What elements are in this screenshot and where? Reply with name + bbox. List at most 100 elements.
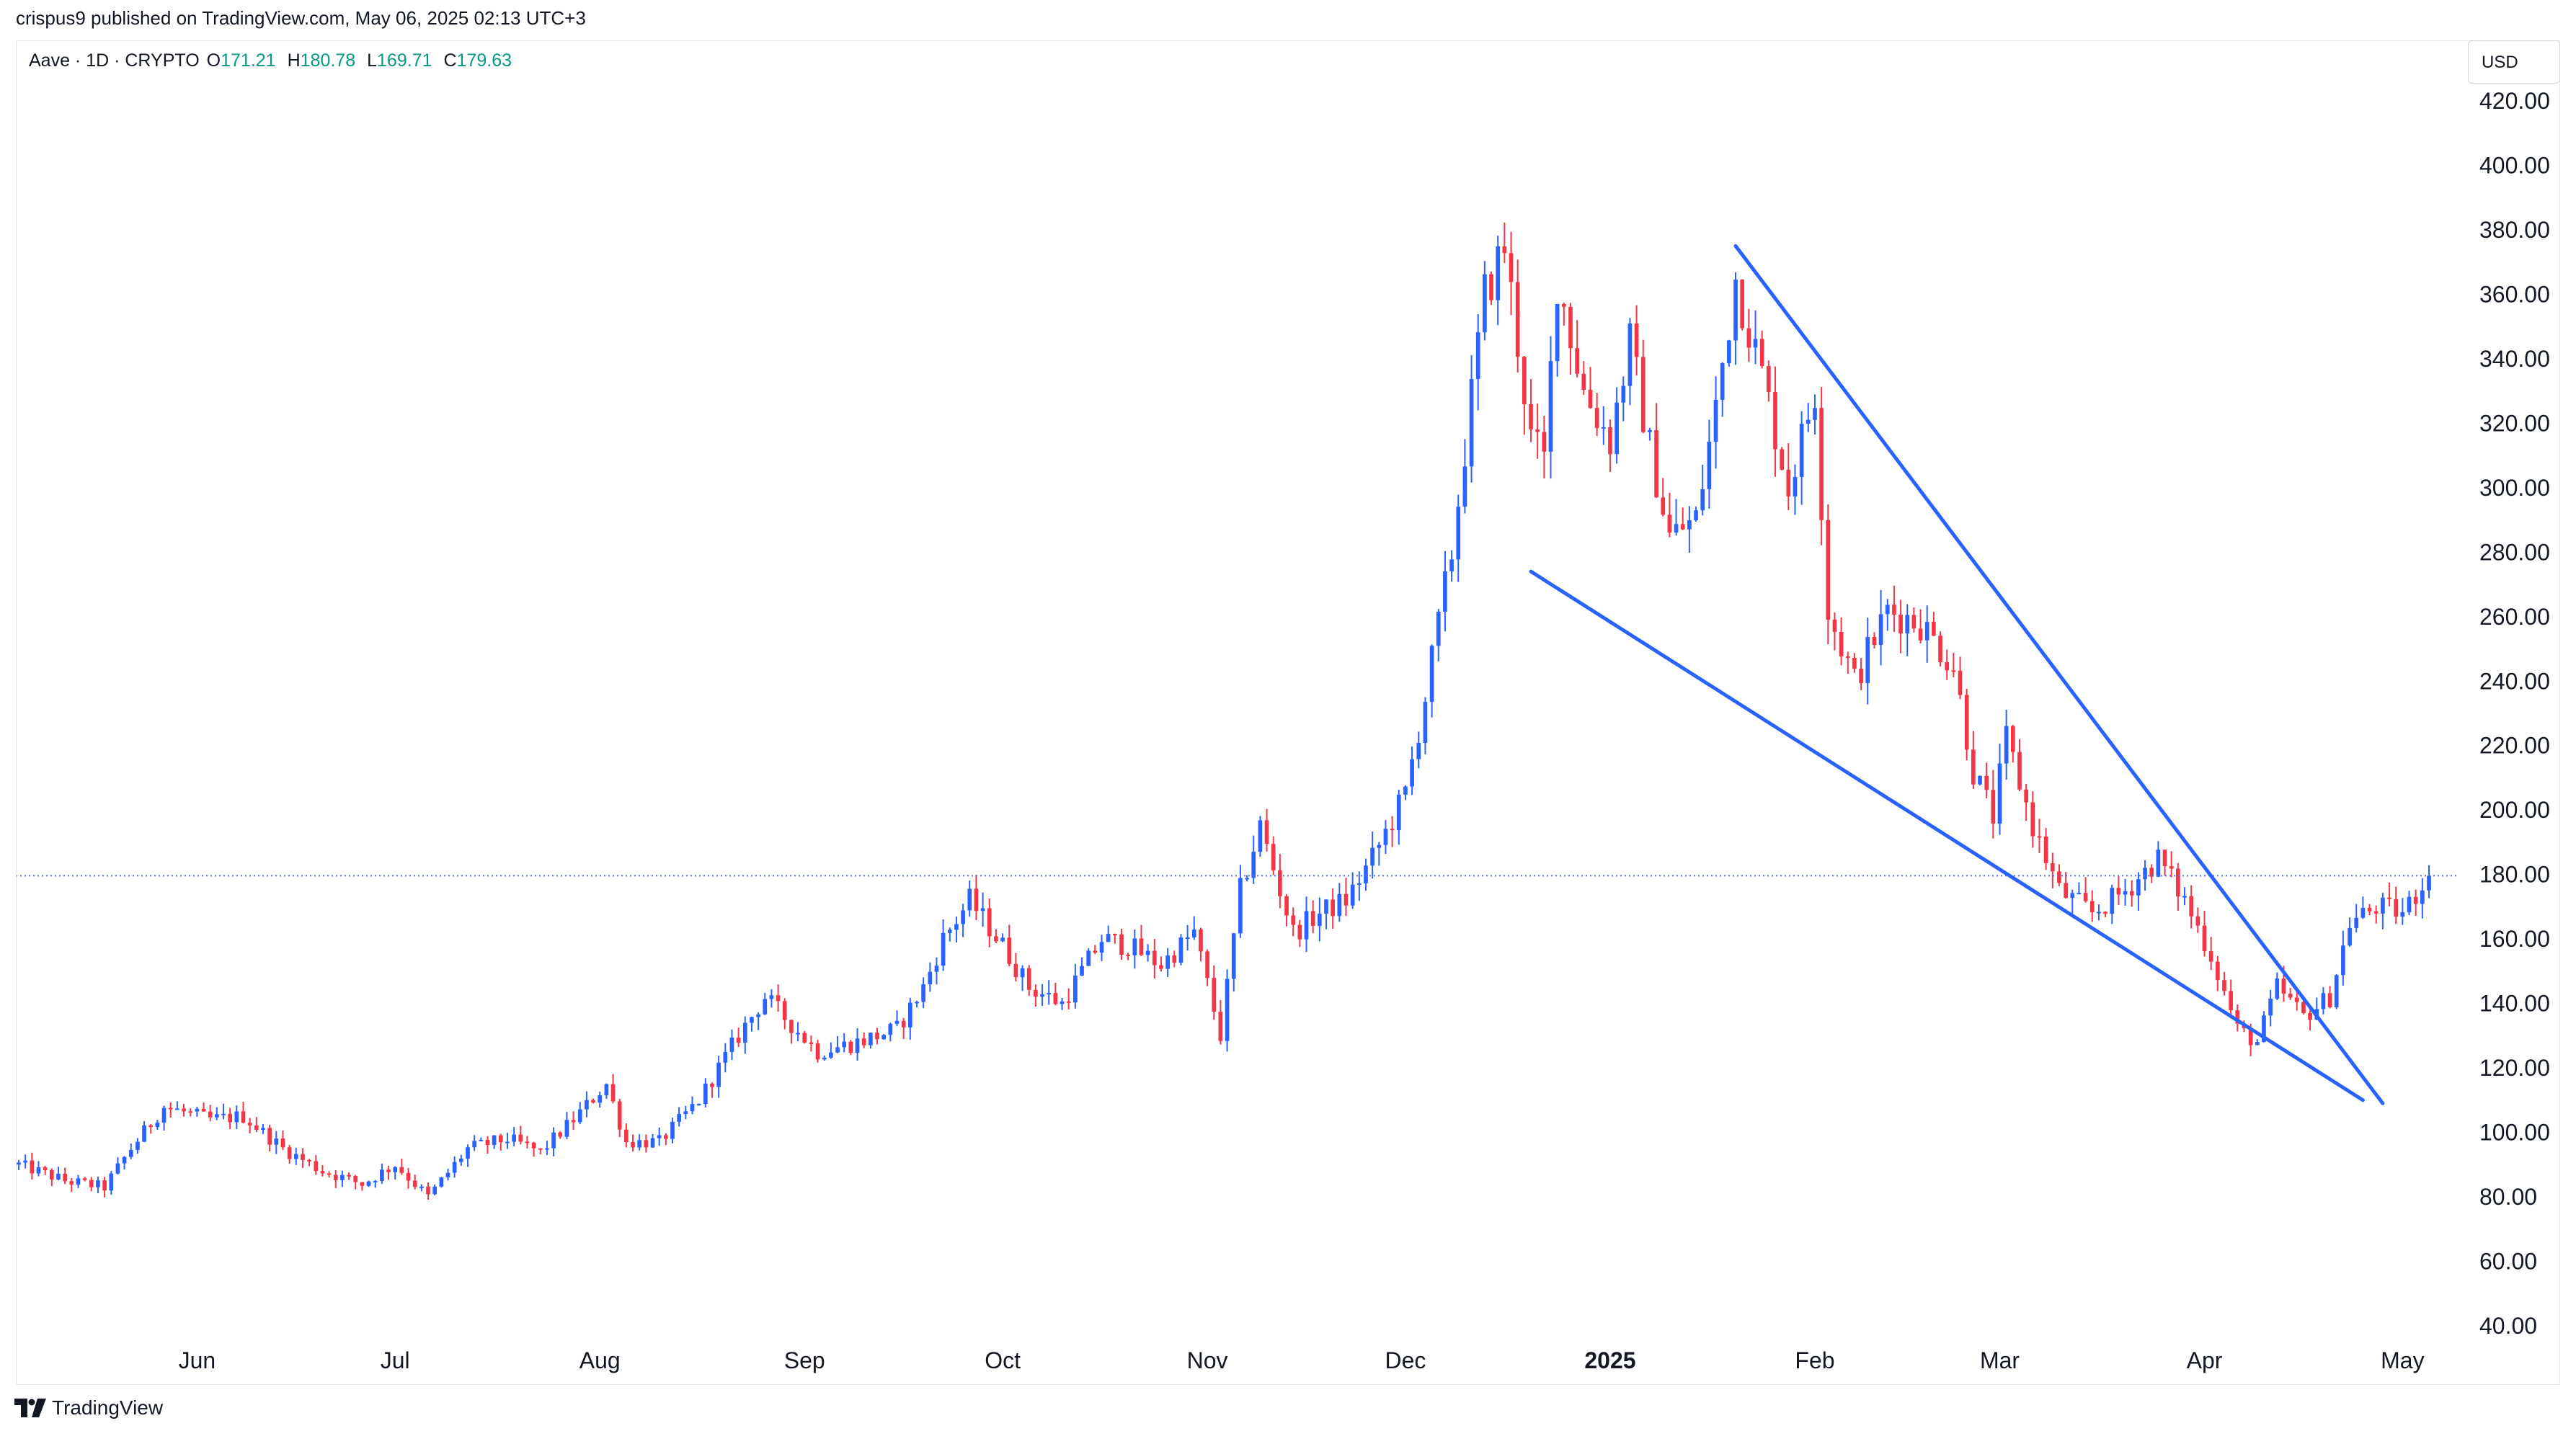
candle-body (1924, 622, 1929, 641)
candle (650, 1134, 655, 1149)
candle-body (1648, 430, 1652, 432)
candle-body (2288, 994, 2293, 998)
candle-body (637, 1140, 642, 1148)
candle (1892, 585, 1896, 633)
candle-body (577, 1109, 582, 1123)
candle-body (182, 1108, 186, 1112)
candle (1924, 605, 1929, 663)
candle (215, 1107, 219, 1120)
candle-body (1615, 402, 1619, 455)
candle (241, 1102, 246, 1124)
candle-body (261, 1128, 265, 1131)
candle (789, 1020, 794, 1044)
time-tick-label: Feb (1795, 1347, 1834, 1373)
candle (591, 1098, 595, 1104)
candle-body (1139, 938, 1144, 955)
candle (327, 1171, 332, 1178)
candle (1178, 934, 1183, 966)
candle-body (1251, 852, 1256, 878)
candle (2381, 892, 2385, 930)
price-tick-label: 200.00 (2479, 797, 2550, 823)
candle (907, 997, 912, 1040)
candle (261, 1123, 265, 1134)
candle-body (432, 1186, 438, 1195)
candle (419, 1184, 424, 1192)
candle (729, 1029, 734, 1061)
candle (769, 989, 774, 1008)
candle (2030, 791, 2035, 848)
candle-body (1318, 914, 1322, 927)
candle-body (1898, 615, 1903, 634)
candle-body (254, 1125, 259, 1131)
candle-body (56, 1174, 61, 1180)
candle (1225, 969, 1230, 1052)
candle (994, 929, 998, 944)
candle (696, 1103, 701, 1106)
candle-body (327, 1173, 332, 1175)
candle-body (1429, 646, 1434, 703)
price-tick-label: 40.00 (2479, 1313, 2537, 1339)
candle-body (458, 1159, 463, 1162)
candle (881, 1033, 887, 1040)
candle-body (267, 1128, 272, 1145)
candle (2341, 930, 2345, 986)
price-tick-label: 300.00 (2479, 475, 2550, 501)
candle-body (320, 1171, 325, 1174)
candle (1040, 984, 1044, 1006)
candle (1212, 965, 1217, 1020)
time-tick-label: Mar (1980, 1347, 2020, 1373)
currency-selector[interactable]: USD (2468, 40, 2560, 84)
candle-body (498, 1135, 503, 1143)
candle-body (43, 1167, 48, 1170)
candle-body (1700, 489, 1705, 511)
candle (1958, 656, 1963, 700)
candle-body (2360, 907, 2366, 918)
candle-body (1456, 507, 1461, 560)
candle-body (63, 1174, 67, 1182)
candle-body (1469, 379, 1474, 467)
candle-body (1786, 469, 1791, 497)
candle-body (1727, 340, 1731, 364)
candle (380, 1164, 384, 1185)
candle (1099, 935, 1104, 961)
candle-body (789, 1020, 794, 1033)
candle-body (1132, 938, 1137, 955)
candle (333, 1170, 338, 1188)
candle-body (1396, 794, 1401, 831)
candle-body (894, 1020, 900, 1024)
candle (2083, 877, 2088, 903)
candle-body (875, 1033, 879, 1040)
candle (254, 1117, 259, 1133)
candle (274, 1131, 279, 1154)
candle-body (591, 1100, 595, 1103)
candle-body (1845, 656, 1850, 659)
candle (1515, 259, 1520, 373)
candle-body (782, 1001, 787, 1020)
candle-body (1258, 820, 1263, 852)
brand-footer[interactable]: TradingView (14, 1396, 163, 1419)
candle (564, 1112, 569, 1140)
candle-body (2123, 891, 2128, 895)
candle-body (1337, 893, 1342, 917)
candle-body (1191, 929, 1196, 938)
candle-body (274, 1138, 279, 1145)
candle-body (1542, 432, 1547, 452)
candle-body (1707, 441, 1712, 489)
candle-body (1278, 870, 1282, 896)
candle-body (1165, 955, 1170, 969)
candle (1119, 928, 1124, 960)
candle (1199, 927, 1203, 962)
candle-body (234, 1111, 239, 1123)
candle-body (201, 1108, 206, 1112)
candle (1377, 842, 1382, 866)
candle (987, 899, 992, 948)
candle (585, 1091, 589, 1118)
candle-body (1271, 844, 1276, 870)
candle-body (2281, 978, 2286, 994)
candle (888, 1022, 893, 1042)
candle-body (1740, 280, 1745, 329)
candle-body (1390, 829, 1395, 831)
candle-body (1878, 614, 1883, 646)
candle-body (386, 1169, 391, 1172)
